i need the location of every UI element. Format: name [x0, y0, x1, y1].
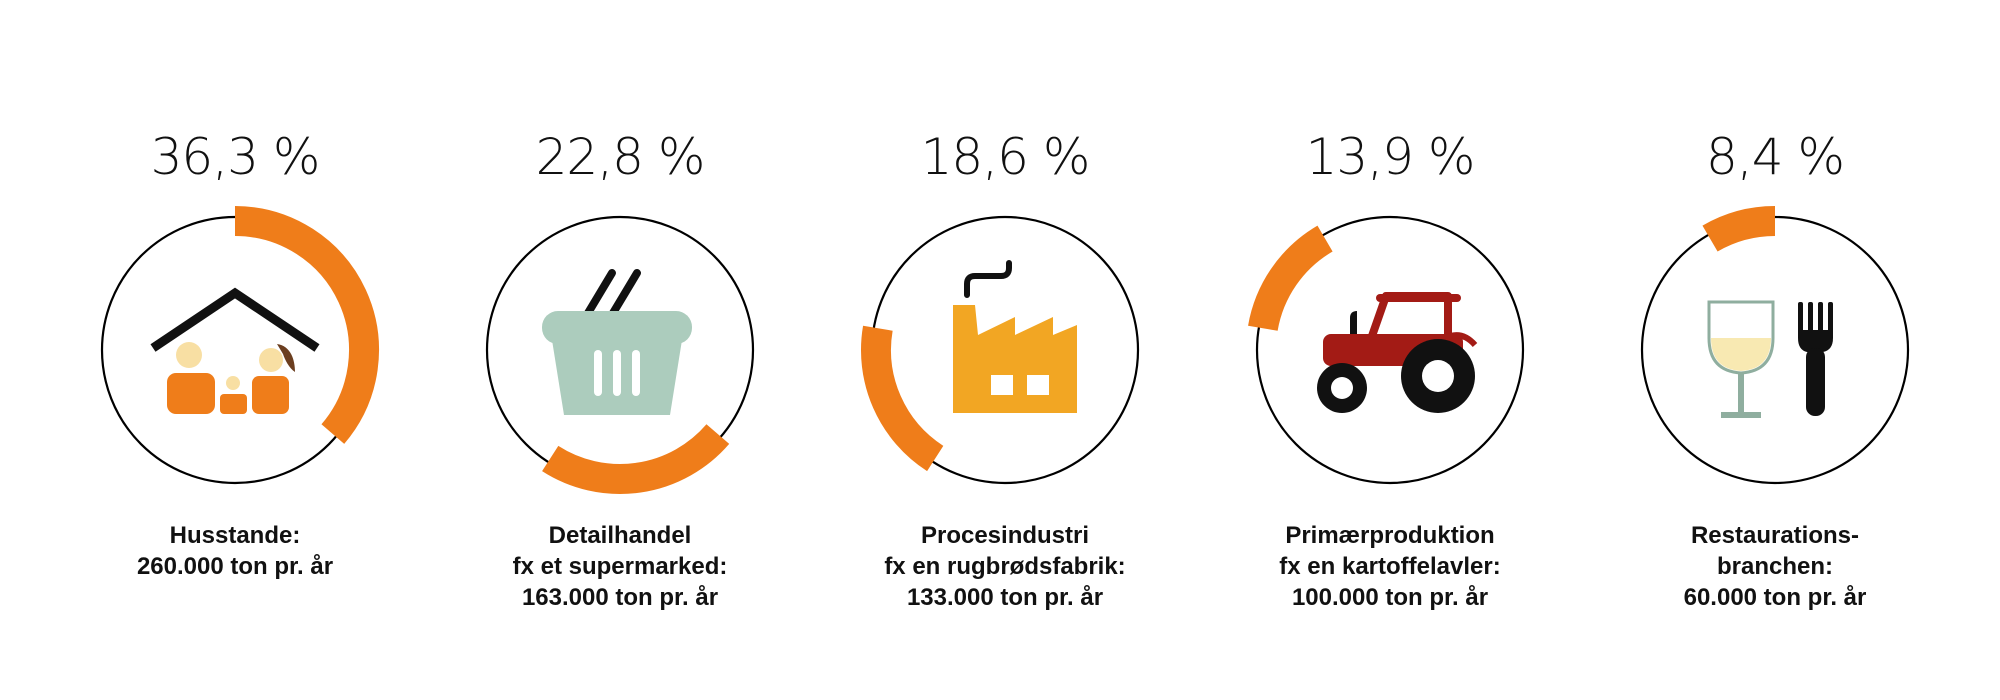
- caption-line: 60.000 ton pr. år: [1683, 584, 1867, 611]
- panel-husstande: 36,3 % Husstande: 260.000 ton pr. år: [45, 0, 425, 700]
- share-arc-detailhandel: [542, 424, 730, 494]
- caption-husstande: Husstande: 260.000 ton pr. år: [45, 520, 425, 582]
- ring-chart-procesindustri: [861, 215, 1140, 485]
- caption-line: Restaurations-: [1690, 522, 1860, 549]
- panel-primaerproduktion: 13,9 % Primærproduktion fx en kartoffela…: [1200, 0, 1580, 700]
- percent-label-husstande: 36,3 %: [150, 128, 321, 186]
- caption-detailhandel: Detailhandel fx et supermarked: 163.000 …: [430, 520, 810, 613]
- factory-icon: [953, 260, 1077, 413]
- share-arc-primærproduktion: [1248, 225, 1333, 332]
- caption-line: 100.000 ton pr. år: [1291, 584, 1489, 611]
- caption-line: Primærproduktion: [1285, 522, 1495, 549]
- caption-restaurationsbranchen: Restaurations- branchen: 60.000 ton pr. …: [1585, 520, 1965, 613]
- panel-restaurationsbranchen: 8,4 % Restaurations- branchen:: [1585, 0, 1965, 700]
- caption-line: 133.000 ton pr. år: [906, 584, 1104, 611]
- panel-procesindustri: 18,6 % Procesindustri fx en rugbrødsfabr…: [815, 0, 1195, 700]
- tractor-icon: [1317, 292, 1478, 413]
- caption-line: Procesindustri: [920, 522, 1090, 549]
- percent-label-primaerproduktion: 13,9 %: [1305, 128, 1476, 186]
- share-arc-procesindustri: [861, 325, 944, 472]
- ring-chart-husstande: [100, 206, 379, 485]
- share-arc-husstande: [234, 206, 379, 444]
- caption-line: Detailhandel: [548, 522, 692, 549]
- caption-line: fx et supermarked:: [512, 553, 728, 580]
- caption-line: branchen:: [1716, 553, 1833, 580]
- share-arc-restaurationsbranchen: [1702, 206, 1776, 252]
- house-family-icon: [150, 287, 320, 414]
- ring-chart-restaurationsbranchen: [1640, 206, 1910, 485]
- ring-chart-primaerproduktion: [1248, 215, 1525, 485]
- caption-line: 163.000 ton pr. år: [521, 584, 719, 611]
- wine-glass-fork-icon: [1707, 300, 1833, 418]
- ring-outline: [1640, 215, 1910, 485]
- caption-line: fx en rugbrødsfabrik:: [884, 553, 1126, 580]
- caption-line: Husstande:: [169, 522, 301, 549]
- shopping-basket-icon: [542, 269, 692, 415]
- percent-label-detailhandel: 22,8 %: [535, 128, 706, 186]
- caption-line: 260.000 ton pr. år: [136, 553, 334, 580]
- caption-line: fx en kartoffelavler:: [1279, 553, 1501, 580]
- panel-detailhandel: 22,8 % Detailhandel fx et supermarked: 1…: [430, 0, 810, 700]
- percent-label-restaurationsbranchen: 8,4 %: [1706, 128, 1845, 186]
- ring-chart-detailhandel: [485, 215, 755, 494]
- caption-primaerproduktion: Primærproduktion fx en kartoffelavler: 1…: [1200, 520, 1580, 613]
- ring-outline: [1255, 215, 1525, 485]
- caption-procesindustri: Procesindustri fx en rugbrødsfabrik: 133…: [815, 520, 1195, 613]
- percent-label-procesindustri: 18,6 %: [920, 128, 1091, 186]
